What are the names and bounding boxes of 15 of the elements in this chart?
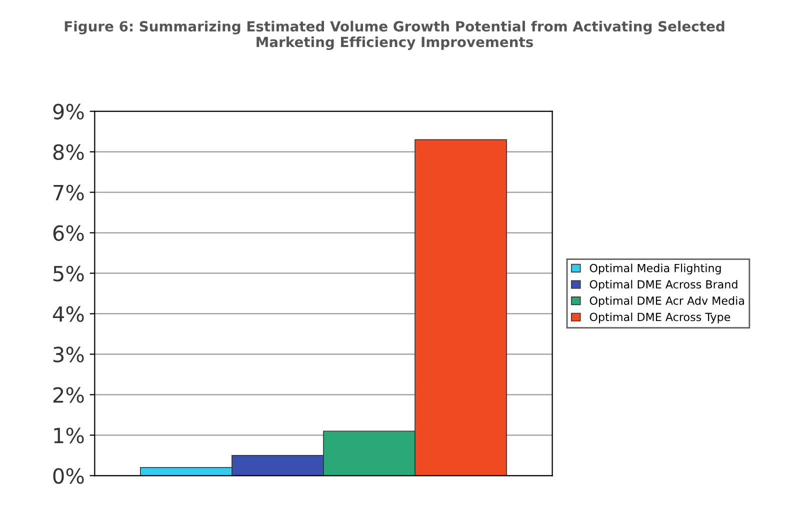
y-tick-label: 8% [53,144,84,160]
legend-label: Optimal DME Acr Adv Media [590,296,744,308]
legend-label: Optimal DME Across Brand [590,280,738,291]
y-tick-label: 4% [52,306,84,322]
y-tick-label: 3% [53,346,84,362]
legend-label: Optimal DME Across Type [590,312,730,324]
y-tick-label: 2% [53,387,84,403]
y-tick-label: 5% [54,266,84,282]
legend-label: Optimal Media Flighting [590,264,721,274]
y-tick-label: 7% [54,184,84,200]
chart-title: Figure 6: Summarizing Estimated Volume Growth Potential from Activating Selected Marketing Efficiency Improvements [64,20,724,50]
y-tick-label: 6% [53,225,84,241]
y-tick-label: 1% [54,428,84,444]
y-tick-label: 9% [53,104,84,120]
y-tick-label: 0% [53,468,84,484]
